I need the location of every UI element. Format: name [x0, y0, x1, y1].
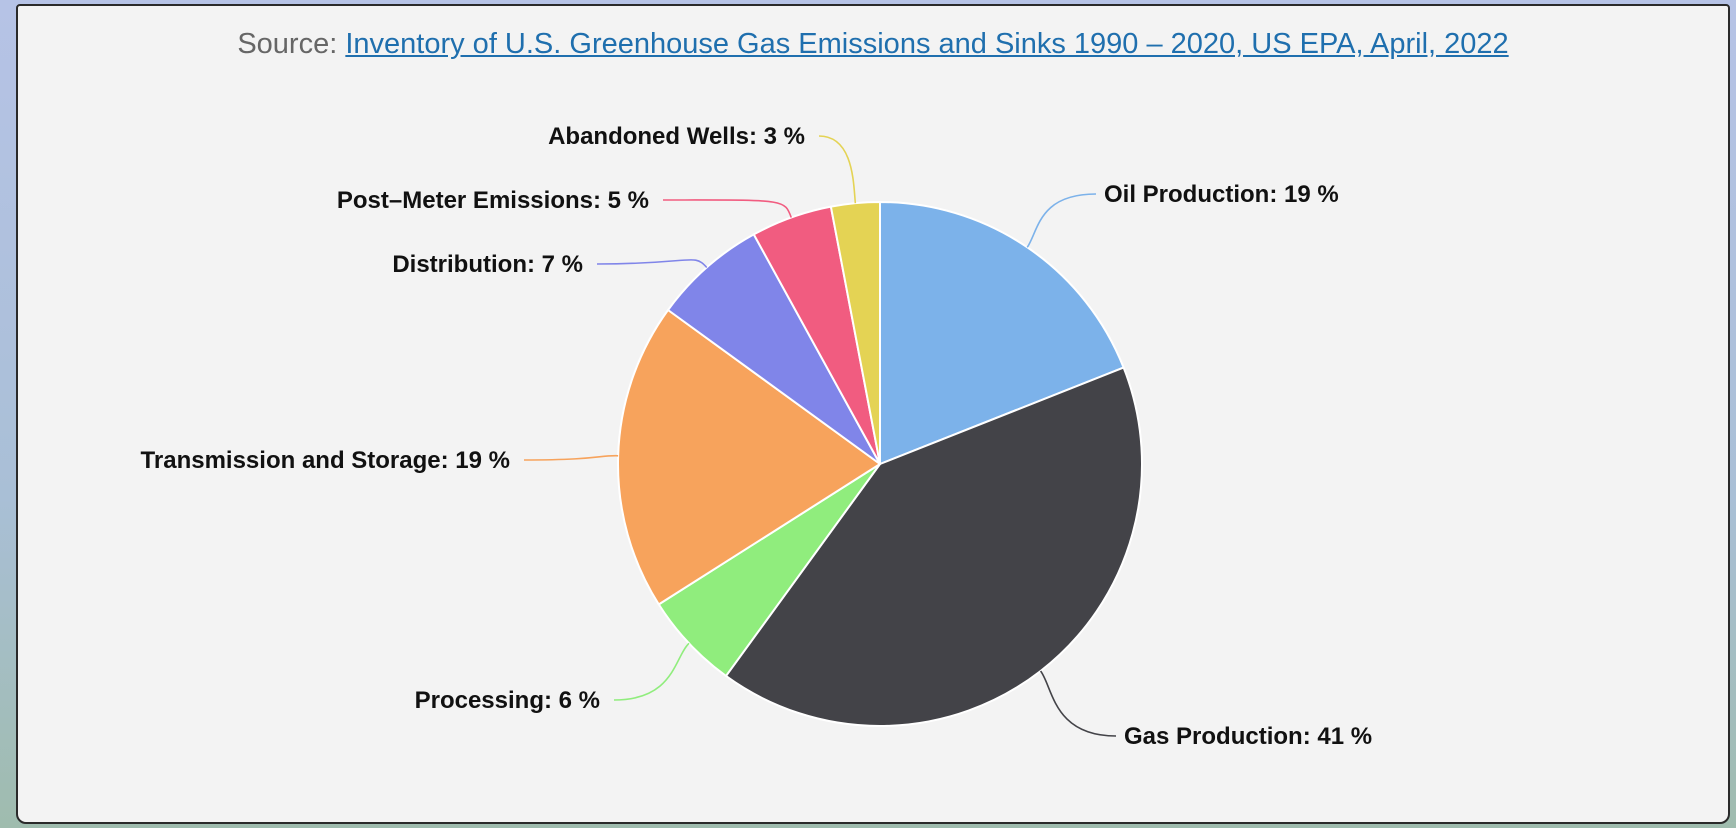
data-label-post-meter-emissions: Post–Meter Emissions: 5 %	[337, 187, 649, 214]
pie-chart: Oil Production: 19 % Gas Production: 41 %…	[141, 123, 1373, 750]
data-label-distribution: Distribution: 7 %	[392, 251, 583, 278]
connector-transmission-and-storage	[523, 454, 619, 461]
chart-panel: Source: Inventory of U.S. Greenhouse Gas…	[16, 4, 1730, 824]
data-label-processing: Processing: 6 %	[415, 687, 600, 714]
pie-slice-gas-production[interactable]	[725, 366, 1143, 727]
data-label-oil-production: Oil Production: 19 %	[1104, 181, 1339, 208]
pie-slice-oil-production[interactable]	[879, 201, 1125, 465]
connector-abandoned-wells	[818, 135, 857, 204]
source-line: Source: Inventory of U.S. Greenhouse Gas…	[18, 28, 1728, 61]
data-label-gas-production: Gas Production: 41 %	[1124, 723, 1372, 750]
source-link[interactable]: Inventory of U.S. Greenhouse Gas Emissio…	[345, 28, 1509, 60]
source-prefix: Source:	[237, 28, 338, 60]
connector-processing	[613, 642, 690, 701]
connector-oil-production	[1026, 193, 1097, 248]
pie-slice-abandoned-wells[interactable]	[829, 201, 881, 465]
connector-gas-production	[1039, 670, 1117, 737]
connector-distribution	[596, 258, 708, 269]
data-label-abandoned-wells: Abandoned Wells: 3 %	[548, 123, 805, 150]
connector-post-meter-emissions	[662, 199, 793, 218]
pie-slice-distribution[interactable]	[667, 233, 881, 465]
data-label-transmission-and-storage: Transmission and Storage: 19 %	[141, 447, 510, 474]
